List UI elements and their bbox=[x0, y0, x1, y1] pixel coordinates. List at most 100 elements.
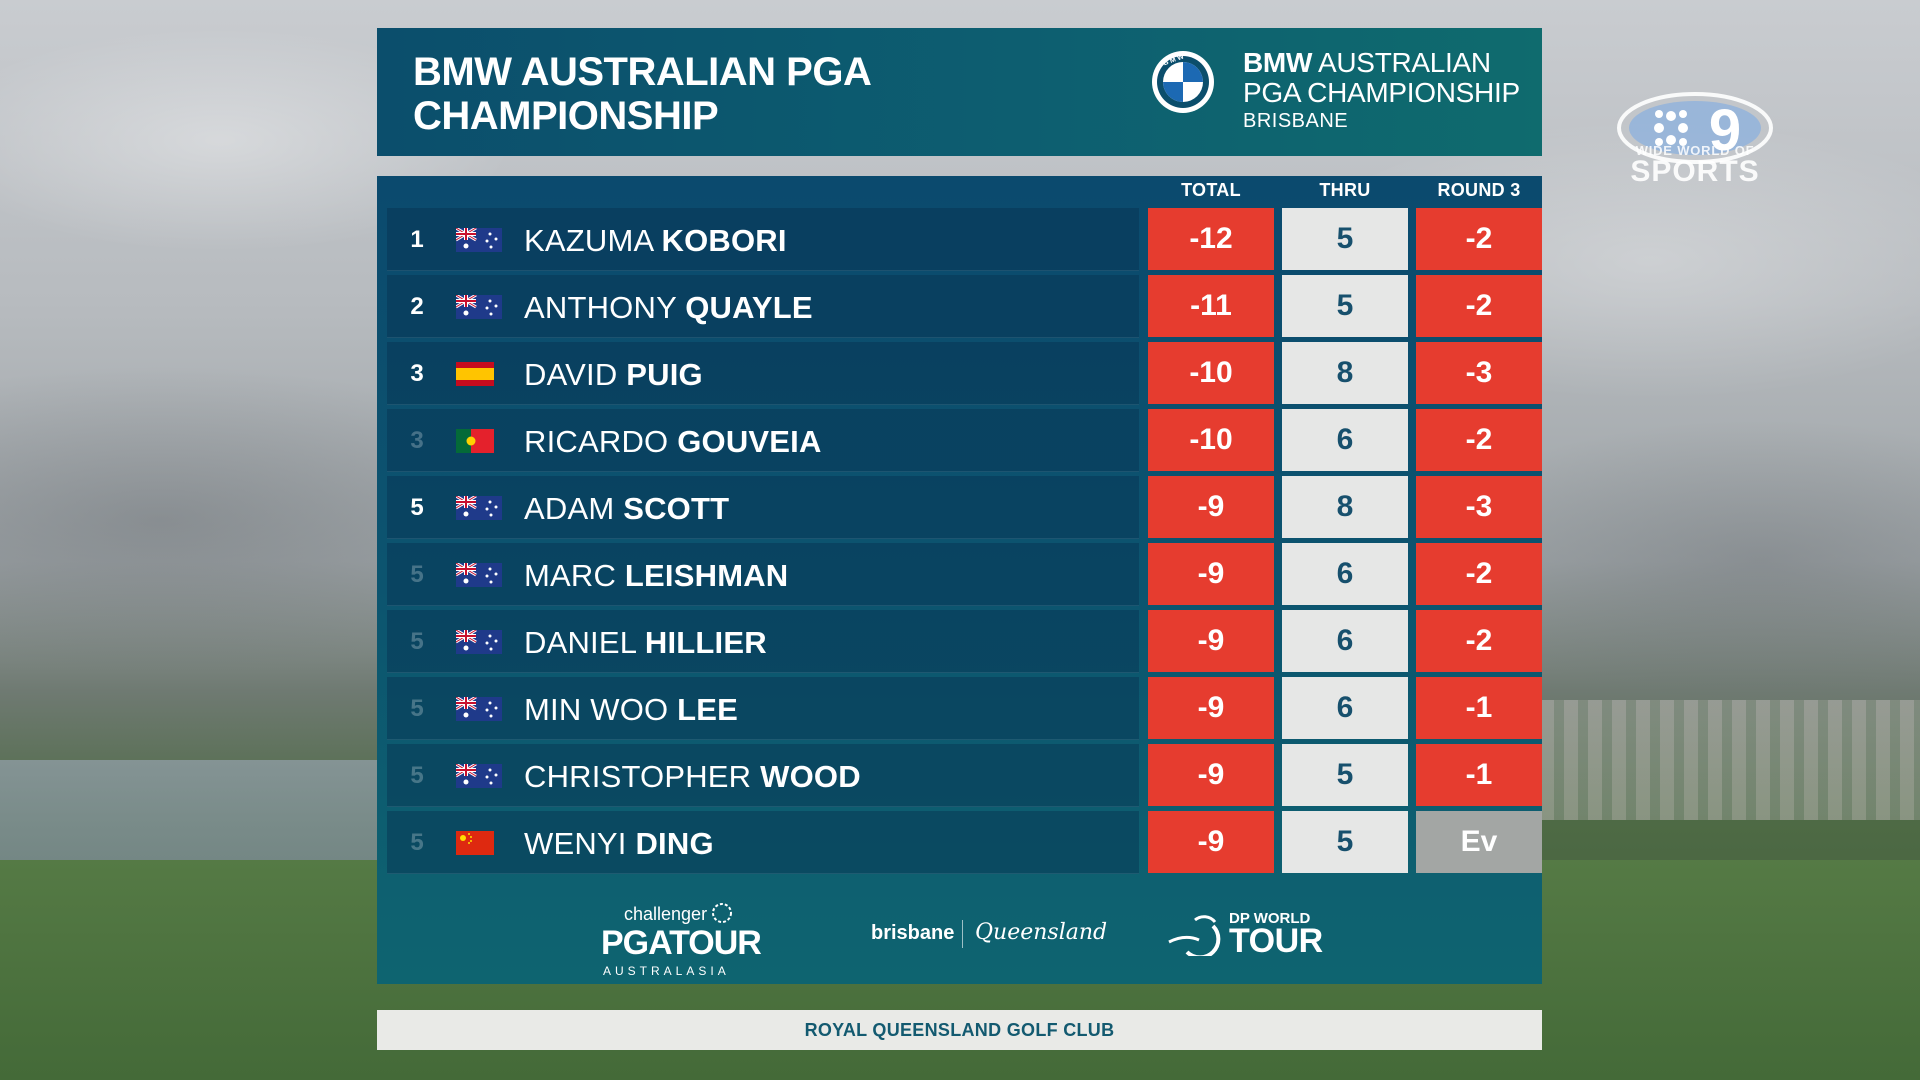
player-last-name: LEISHMAN bbox=[624, 558, 789, 593]
leaderboard-row: 5 CHRISTOPHER WOOD -9 5 -1 bbox=[387, 744, 1542, 807]
player-bar bbox=[387, 677, 1139, 740]
australasia-label: AUSTRALASIA bbox=[603, 964, 730, 978]
player-last-name: LEE bbox=[677, 692, 739, 727]
broadcaster-name: SPORTS bbox=[1630, 155, 1760, 188]
player-bar bbox=[387, 543, 1139, 606]
total-score-cell: -11 bbox=[1148, 275, 1274, 337]
player-position: 3 bbox=[410, 360, 424, 387]
player-first-name: DAVID bbox=[524, 357, 618, 392]
round-score-cell: -2 bbox=[1416, 208, 1542, 270]
title-line-2: CHAMPIONSHIP bbox=[413, 94, 719, 138]
tournament-header: BMW AUSTRALIAN PGA CHAMPIONSHIP B M W BM… bbox=[377, 28, 1542, 156]
round-score-cell: Ev bbox=[1416, 811, 1542, 873]
player-last-name: QUAYLE bbox=[685, 290, 813, 325]
player-name: CHRISTOPHER WOOD bbox=[524, 759, 861, 795]
australia-flag-icon bbox=[456, 764, 502, 788]
tournament-title: BMW AUSTRALIAN PGA CHAMPIONSHIP bbox=[413, 50, 973, 138]
player-position: 1 bbox=[410, 226, 424, 253]
australia-flag-icon bbox=[456, 496, 502, 520]
round-score-cell: -2 bbox=[1416, 543, 1542, 605]
thru-cell: 6 bbox=[1282, 610, 1408, 672]
player-first-name: ADAM bbox=[524, 491, 615, 526]
player-position: 5 bbox=[410, 762, 424, 789]
total-score-cell: -10 bbox=[1148, 342, 1274, 404]
total-score-cell: -9 bbox=[1148, 476, 1274, 538]
player-name: DAVID PUIG bbox=[524, 357, 703, 393]
leaderboard-row: 3 RICARDO GOUVEIA -10 6 -2 bbox=[387, 409, 1542, 472]
challenger-label: challenger bbox=[624, 904, 708, 924]
leaderboard-row: 5 DANIEL HILLIER -9 6 -2 bbox=[387, 610, 1542, 673]
player-position: 2 bbox=[410, 293, 424, 320]
leaderboard-row: 5 WENYI DING -9 5 Ev bbox=[387, 811, 1542, 874]
column-header-total: TOTAL bbox=[1181, 180, 1241, 200]
round-score-cell: -3 bbox=[1416, 476, 1542, 538]
total-score-cell: -9 bbox=[1148, 677, 1274, 739]
total-score-cell: -9 bbox=[1148, 610, 1274, 672]
player-name: MIN WOO LEE bbox=[524, 692, 738, 728]
column-header-round: ROUND 3 bbox=[1437, 180, 1521, 200]
round-score-cell: -2 bbox=[1416, 409, 1542, 471]
player-first-name: WENYI bbox=[524, 826, 627, 861]
leaderboard-row: 1 KAZUMA KOBORI -12 5 -2 bbox=[387, 208, 1542, 271]
player-bar bbox=[387, 811, 1139, 874]
round-score-cell: -1 bbox=[1416, 677, 1542, 739]
player-last-name: SCOTT bbox=[623, 491, 730, 526]
player-bar bbox=[387, 476, 1139, 539]
australia-flag-icon bbox=[456, 697, 502, 721]
event-brand: BMW bbox=[1243, 47, 1313, 78]
australia-flag-icon bbox=[456, 295, 502, 319]
australia-flag-icon bbox=[456, 563, 502, 587]
player-name: KAZUMA KOBORI bbox=[524, 223, 787, 259]
player-last-name: DING bbox=[635, 826, 714, 861]
player-first-name: KAZUMA bbox=[524, 223, 653, 258]
player-name: ANTHONY QUAYLE bbox=[524, 290, 813, 326]
thru-cell: 6 bbox=[1282, 677, 1408, 739]
spain-flag-icon bbox=[456, 362, 502, 386]
leaderboard-row: 2 ANTHONY QUAYLE -11 5 -2 bbox=[387, 275, 1542, 338]
total-score-cell: -12 bbox=[1148, 208, 1274, 270]
player-bar bbox=[387, 342, 1139, 405]
total-score-cell: -9 bbox=[1148, 811, 1274, 873]
queensland-logo: Queensland bbox=[975, 920, 1108, 945]
leaderboard: TOTAL THRU ROUND 3 1 KAZUMA KOBORI -12 5 -2 2… bbox=[377, 176, 1542, 984]
player-bar bbox=[387, 275, 1139, 338]
thru-cell: 8 bbox=[1282, 476, 1408, 538]
pga-tour-logo: PGATOUR bbox=[601, 924, 762, 962]
event-line-1: AUSTRALIAN bbox=[1318, 47, 1491, 78]
event-branding: BMW AUSTRALIAN PGA CHAMPIONSHIP BRISBANE bbox=[1243, 48, 1520, 134]
australia-flag-icon bbox=[456, 630, 502, 654]
thru-cell: 5 bbox=[1282, 811, 1408, 873]
player-position: 5 bbox=[410, 695, 424, 722]
round-score-cell: -3 bbox=[1416, 342, 1542, 404]
city-background bbox=[1540, 700, 1920, 820]
event-city: BRISBANE bbox=[1243, 110, 1349, 132]
thru-cell: 6 bbox=[1282, 543, 1408, 605]
leaderboard-row: 5 MIN WOO LEE -9 6 -1 bbox=[387, 677, 1542, 740]
leaderboard-row: 5 MARC LEISHMAN -9 6 -2 bbox=[387, 543, 1542, 606]
leaderboard-row: 3 DAVID PUIG -10 8 -3 bbox=[387, 342, 1542, 405]
player-name: RICARDO GOUVEIA bbox=[524, 424, 822, 460]
total-score-cell: -10 bbox=[1148, 409, 1274, 471]
player-last-name: PUIG bbox=[626, 357, 703, 392]
australia-flag-icon bbox=[456, 228, 502, 252]
dp-world-label: DP WORLD bbox=[1229, 910, 1311, 927]
dp-world-swoosh-icon bbox=[1168, 915, 1221, 956]
venue-footer: ROYAL QUEENSLAND GOLF CLUB bbox=[377, 1010, 1542, 1050]
player-name: WENYI DING bbox=[524, 826, 714, 862]
player-first-name: MIN WOO bbox=[524, 692, 669, 727]
round-score-cell: -1 bbox=[1416, 744, 1542, 806]
player-position: 5 bbox=[410, 561, 424, 588]
bmw-logo-icon: B M W bbox=[1152, 51, 1214, 113]
china-flag-icon bbox=[456, 831, 502, 855]
channel-nine-logo-icon: 9 bbox=[1617, 92, 1773, 164]
player-name: MARC LEISHMAN bbox=[524, 558, 788, 594]
player-bar bbox=[387, 610, 1139, 673]
total-score-cell: -9 bbox=[1148, 543, 1274, 605]
player-first-name: MARC bbox=[524, 558, 617, 593]
player-name: DANIEL HILLIER bbox=[524, 625, 767, 661]
thru-cell: 5 bbox=[1282, 744, 1408, 806]
player-first-name: ANTHONY bbox=[524, 290, 677, 325]
thru-cell: 6 bbox=[1282, 409, 1408, 471]
player-last-name: WOOD bbox=[760, 759, 861, 794]
player-first-name: DANIEL bbox=[524, 625, 637, 660]
